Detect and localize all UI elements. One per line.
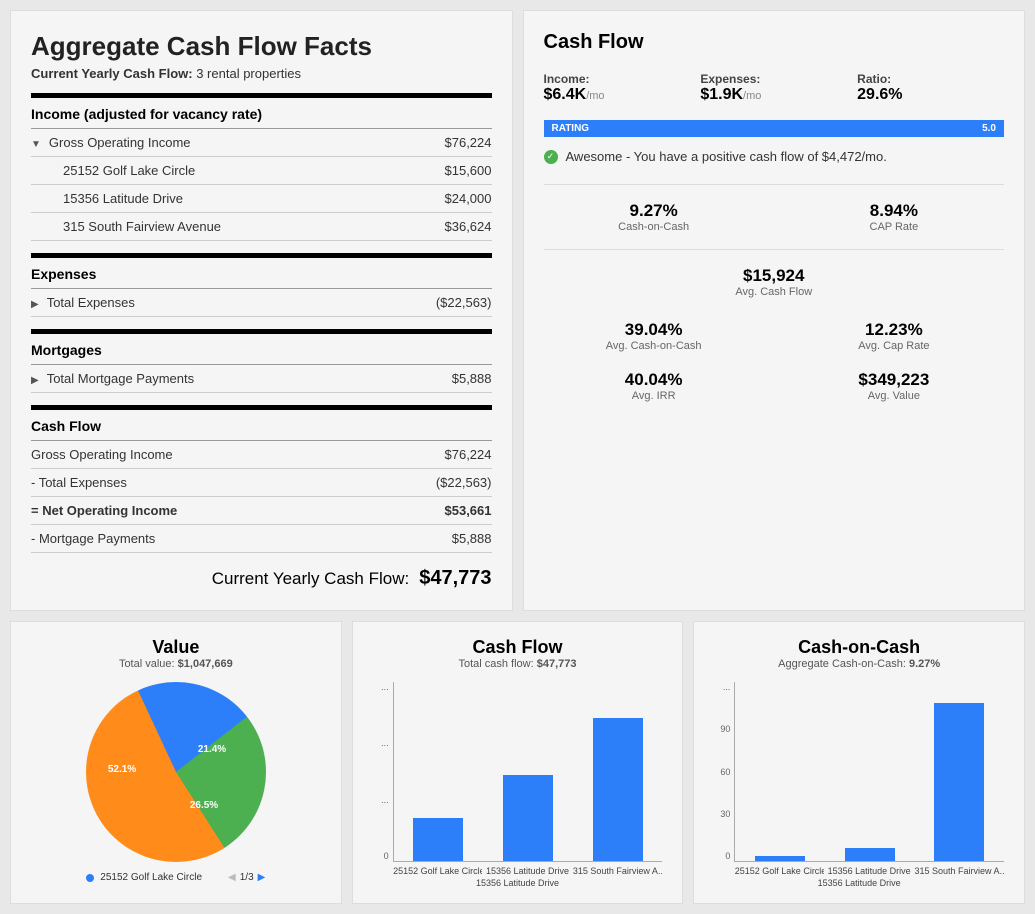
pie-legend: 25152 Golf Lake Circle ◀ 1/3 ▶	[21, 872, 331, 883]
pie-slice-label: 52.1%	[108, 764, 136, 775]
page-title: Aggregate Cash Flow Facts	[31, 31, 492, 62]
legend-dot-icon	[86, 874, 94, 882]
cashflow-row: - Total Expenses($22,563)	[31, 469, 492, 497]
pie-slice-label: 21.4%	[198, 744, 226, 755]
rating-bar: RATING 5.0	[544, 120, 1005, 137]
income-property-row[interactable]: 25152 Golf Lake Circle$15,600	[31, 157, 492, 185]
gross-operating-income-row[interactable]: Gross Operating Income $76,224	[31, 129, 492, 157]
mortgages-header: Mortgages	[31, 329, 492, 365]
income-metric: Income: $6.4K/mo	[544, 72, 691, 104]
avg-cash-flow-stat: $15,924 Avg. Cash Flow	[544, 266, 1005, 298]
cash-flow-panel: Cash Flow Income: $6.4K/mo Expenses: $1.…	[523, 10, 1026, 611]
cash-flow-bar-chart: Cash Flow Total cash flow: $47,773 .....…	[352, 621, 684, 904]
bar-label: 15356 Latitude Drive	[483, 866, 572, 876]
bar-label: 315 South Fairview A...	[915, 866, 1004, 876]
bar[interactable]	[934, 703, 984, 861]
pager-text: 1/3	[240, 872, 254, 883]
ratio-metric: Ratio: 29.6%	[857, 72, 1004, 104]
cashflow-row: Gross Operating Income$76,224	[31, 441, 492, 469]
rating-message: ✓ Awesome - You have a positive cash flo…	[544, 149, 1005, 164]
page-subtitle: Current Yearly Cash Flow: 3 rental prope…	[31, 66, 492, 81]
chevron-down-icon	[31, 139, 41, 150]
total-expenses-row[interactable]: Total Expenses ($22,563)	[31, 289, 492, 317]
chevron-right-icon	[31, 375, 39, 386]
expenses-header: Expenses	[31, 253, 492, 289]
expenses-metric: Expenses: $1.9K/mo	[700, 72, 847, 104]
bar-label: 25152 Golf Lake Circle	[393, 866, 482, 876]
stat-item: 12.23%Avg. Cap Rate	[784, 320, 1004, 352]
cashflow-row: - Mortgage Payments$5,888	[31, 525, 492, 553]
total-mortgage-row[interactable]: Total Mortgage Payments $5,888	[31, 365, 492, 393]
stat-item: 8.94%CAP Rate	[784, 201, 1004, 233]
bar-label: 15356 Latitude Drive	[825, 866, 914, 876]
pager-prev-icon[interactable]: ◀	[228, 872, 236, 883]
cashflow-panel-title: Cash Flow	[544, 31, 1005, 54]
income-property-row[interactable]: 15356 Latitude Drive$24,000	[31, 185, 492, 213]
bar[interactable]	[755, 856, 805, 861]
pager-next-icon[interactable]: ▶	[258, 872, 266, 883]
aggregate-cash-flow-panel: Aggregate Cash Flow Facts Current Yearly…	[10, 10, 513, 611]
cashflow-header: Cash Flow	[31, 405, 492, 441]
stat-item: 9.27%Cash-on-Cash	[544, 201, 764, 233]
value-pie-chart: Value Total value: $1,047,669 21.4%26.5%…	[10, 621, 342, 904]
stat-item: 39.04%Avg. Cash-on-Cash	[544, 320, 764, 352]
cashflow-row: = Net Operating Income$53,661	[31, 497, 492, 525]
bar-label: 315 South Fairview A...	[573, 866, 662, 876]
stat-item: 40.04%Avg. IRR	[544, 370, 764, 402]
bar[interactable]	[503, 775, 553, 861]
bar[interactable]	[593, 718, 643, 861]
pie-slice-label: 26.5%	[190, 800, 218, 811]
chevron-right-icon	[31, 299, 39, 310]
cash-on-cash-bar-chart: Cash-on-Cash Aggregate Cash-on-Cash: 9.2…	[693, 621, 1025, 904]
bar-label: 25152 Golf Lake Circle	[735, 866, 824, 876]
income-header: Income (adjusted for vacancy rate)	[31, 93, 492, 129]
income-property-row[interactable]: 315 South Fairview Avenue$36,624	[31, 213, 492, 241]
cashflow-total: Current Yearly Cash Flow: $47,773	[31, 553, 492, 590]
bar[interactable]	[413, 818, 463, 861]
bar[interactable]	[845, 848, 895, 861]
stat-item: $349,223Avg. Value	[784, 370, 1004, 402]
check-icon: ✓	[544, 150, 558, 164]
